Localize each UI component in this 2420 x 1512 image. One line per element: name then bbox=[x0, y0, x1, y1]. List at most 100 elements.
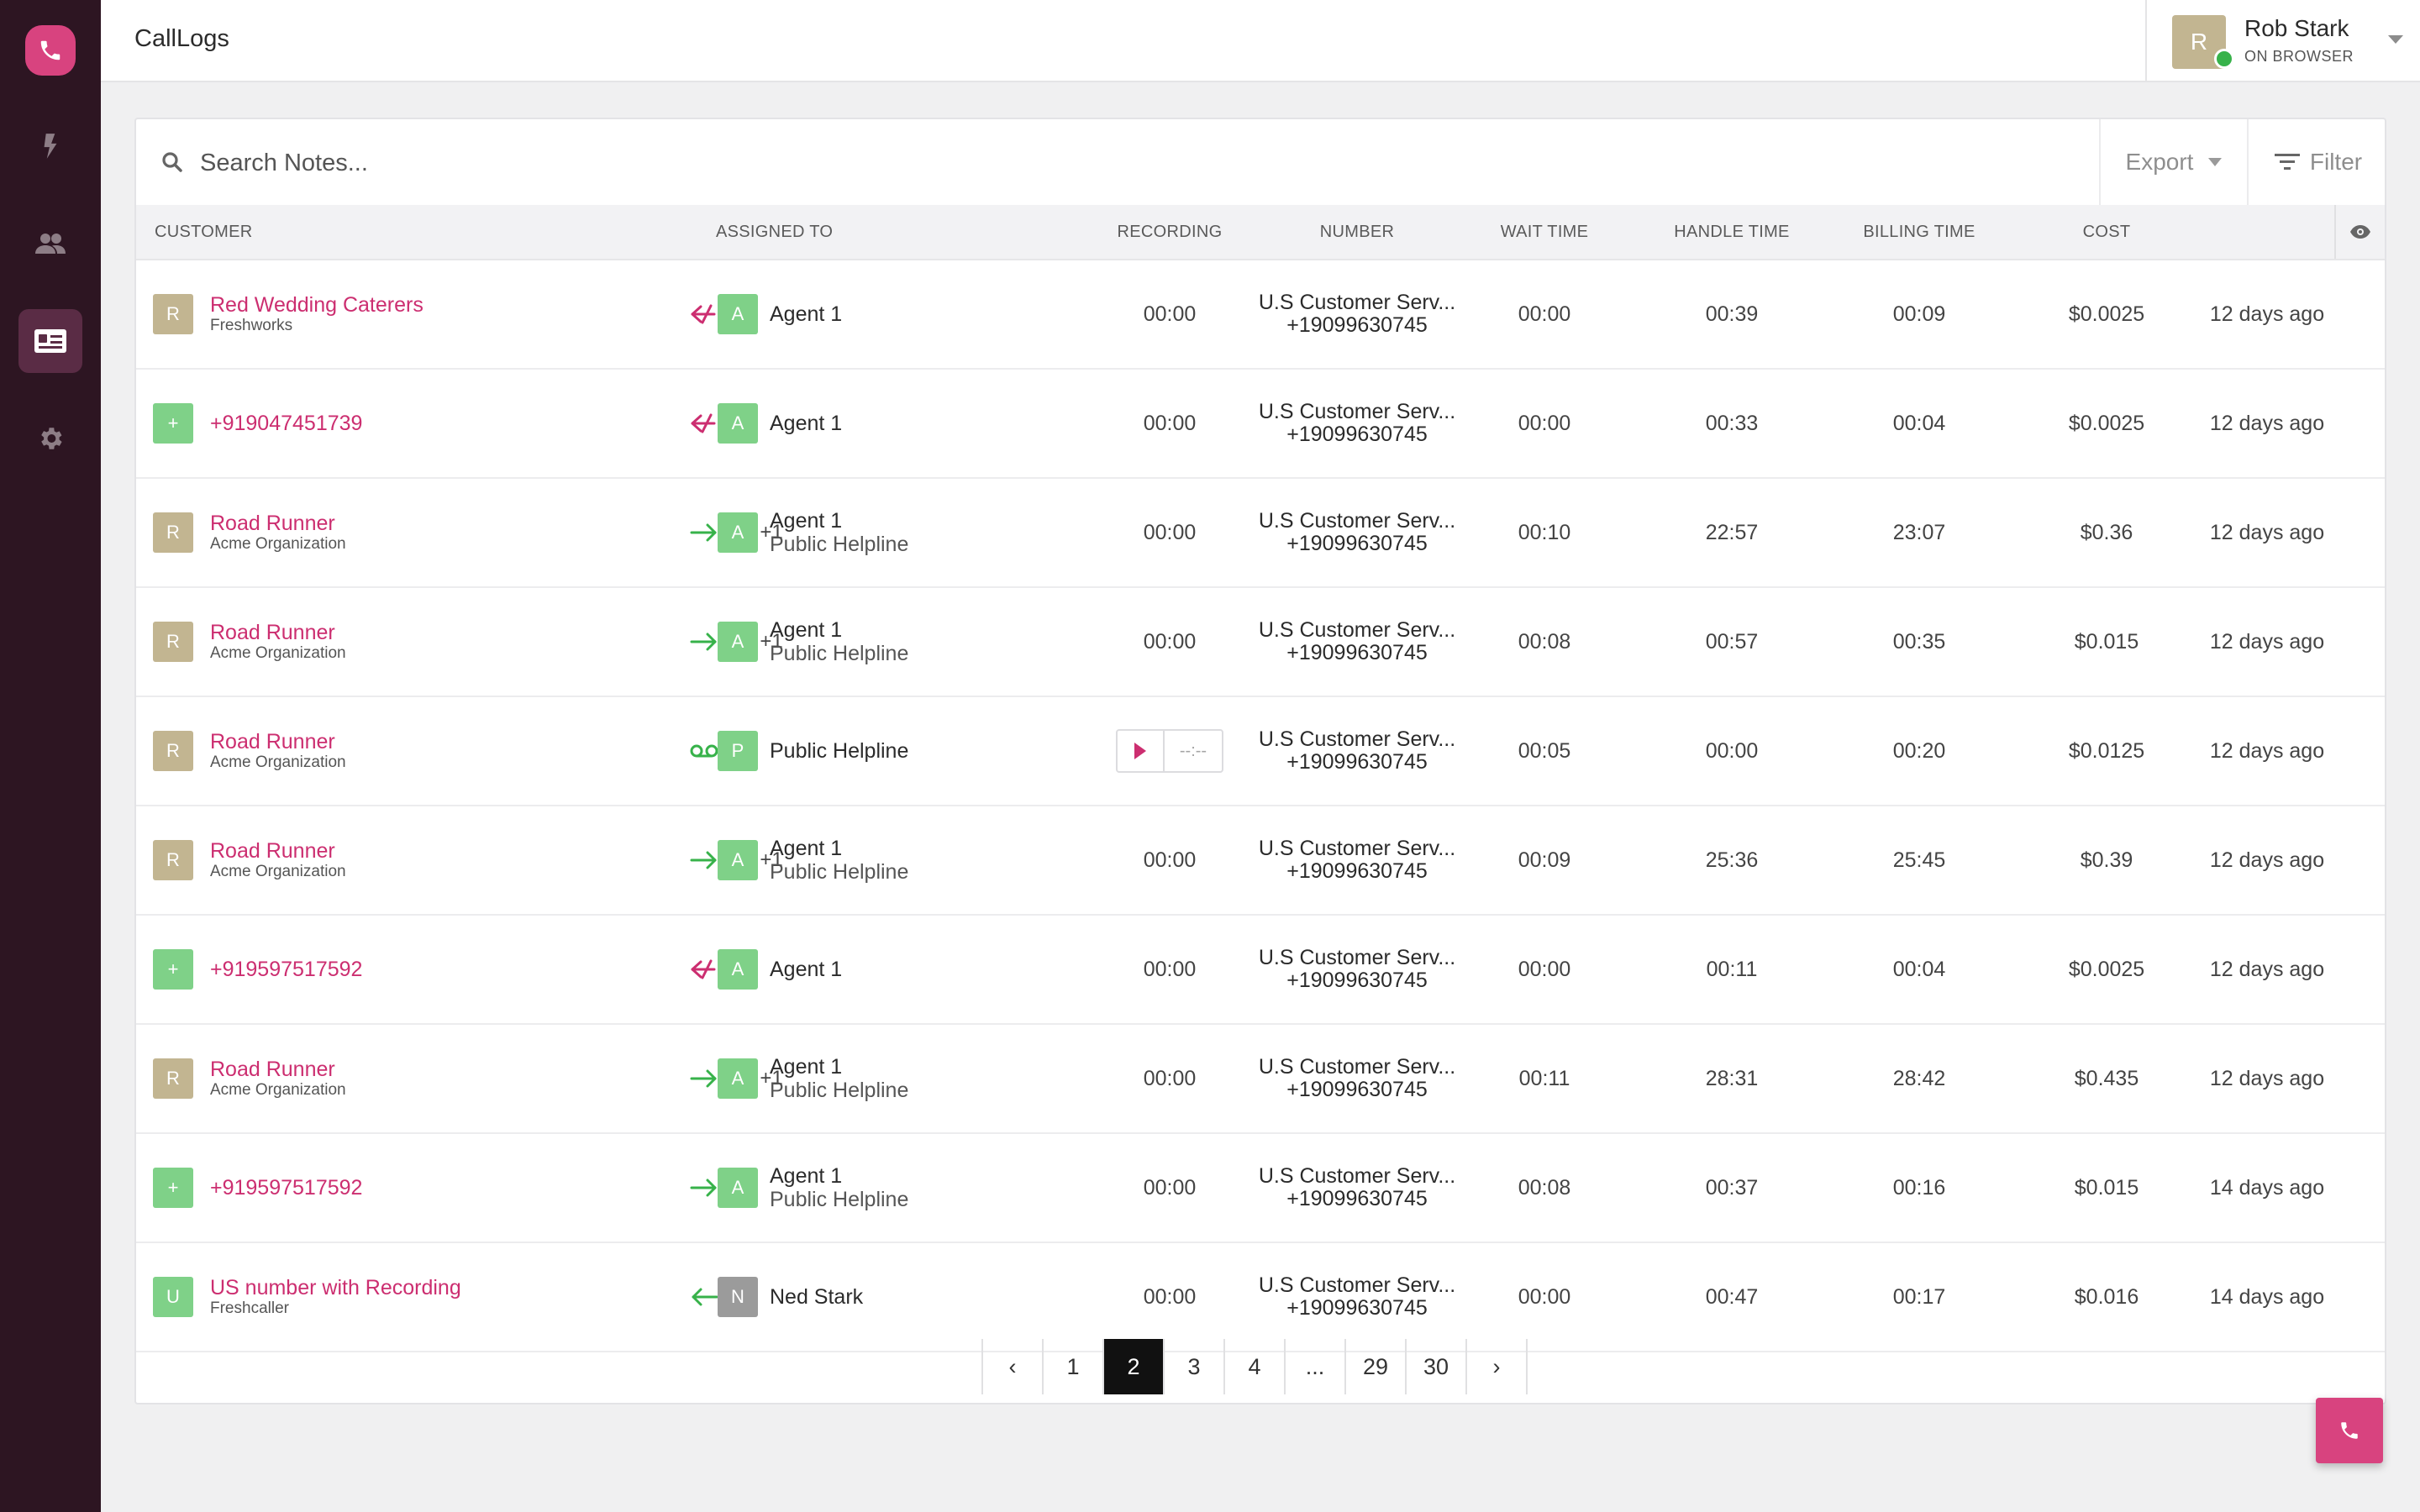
header-handle-time[interactable]: HANDLE TIME bbox=[1674, 223, 1790, 241]
customer-name-link[interactable]: Road Runner bbox=[210, 730, 335, 753]
handle-time: 25:36 bbox=[1705, 848, 1759, 872]
number-cell: U.S Customer Serv... +19099630745 bbox=[1259, 947, 1455, 992]
outgoing-call-icon bbox=[689, 479, 719, 586]
customer-cell: + +919047451739 bbox=[153, 370, 362, 477]
recording-duration: 00:00 bbox=[1143, 629, 1197, 654]
agent-name: Agent 1 bbox=[770, 509, 843, 533]
extra-participants: +1 bbox=[760, 630, 783, 653]
dialer-button[interactable] bbox=[2316, 1398, 2383, 1463]
handle-time: 00:47 bbox=[1705, 1284, 1759, 1309]
agent-name: Ned Stark bbox=[770, 1285, 864, 1309]
phone-icon bbox=[2341, 1422, 2358, 1439]
table-row[interactable]: R Red Wedding Caterers Freshworks A Agent 1 0… bbox=[136, 260, 2385, 370]
phone-logo-icon[interactable] bbox=[25, 25, 76, 76]
play-icon[interactable] bbox=[1118, 731, 1165, 771]
recording-duration: 00:00 bbox=[1143, 1175, 1197, 1200]
agent-name: Agent 1 bbox=[770, 1055, 843, 1079]
customer-cell: U US number with Recording Freshcaller bbox=[153, 1243, 461, 1351]
page-button[interactable]: 29 bbox=[1346, 1339, 1407, 1394]
table-row[interactable]: U US number with Recording Freshcaller N Ned… bbox=[136, 1243, 2385, 1352]
wait-time: 00:00 bbox=[1518, 411, 1571, 435]
search-input[interactable] bbox=[198, 139, 1546, 186]
customer-avatar: R bbox=[153, 840, 193, 880]
handle-time: 22:57 bbox=[1705, 520, 1759, 544]
column-visibility-button[interactable] bbox=[2334, 205, 2385, 259]
recording-player[interactable]: --:-- bbox=[1116, 729, 1223, 773]
handle-time: 28:31 bbox=[1705, 1066, 1759, 1090]
number-cell: U.S Customer Serv... +19099630745 bbox=[1259, 837, 1455, 883]
customer-name-link[interactable]: +919597517592 bbox=[210, 958, 363, 981]
customer-name-link[interactable]: Road Runner bbox=[210, 512, 335, 535]
billing-time: 25:45 bbox=[1892, 848, 1946, 872]
call-time-ago: 12 days ago bbox=[2209, 629, 2325, 654]
customer-avatar: R bbox=[153, 1058, 193, 1099]
user-menu[interactable]: R Rob Stark ON BROWSER bbox=[2145, 0, 2420, 81]
header-billing-time[interactable]: BILLING TIME bbox=[1863, 223, 1975, 241]
contacts-icon[interactable] bbox=[18, 212, 82, 276]
chevron-down-icon[interactable] bbox=[2388, 35, 2403, 44]
header-cost[interactable]: COST bbox=[2082, 223, 2131, 241]
recording-duration: 00:00 bbox=[1143, 411, 1197, 435]
customer-name-link[interactable]: Red Wedding Caterers bbox=[210, 293, 424, 317]
eye-icon bbox=[2350, 225, 2370, 239]
extra-participants: +1 bbox=[760, 1067, 783, 1089]
table-row[interactable]: + +919597517592 A Agent 1 Public Helpline 00:… bbox=[136, 1134, 2385, 1243]
export-button[interactable]: Export bbox=[2099, 119, 2247, 205]
call-log-rows: R Red Wedding Caterers Freshworks A Agent 1 0… bbox=[136, 260, 2385, 1352]
customer-org: Freshworks bbox=[210, 317, 293, 334]
online-status-dot bbox=[2214, 49, 2234, 69]
call-logs-icon[interactable] bbox=[18, 309, 82, 373]
agent-team: Public Helpline bbox=[770, 642, 909, 665]
handle-time: 00:33 bbox=[1705, 411, 1759, 435]
settings-icon[interactable] bbox=[18, 407, 82, 470]
outgoing-call-icon bbox=[689, 1025, 719, 1132]
table-row[interactable]: + +919597517592 A Agent 1 00:00 U.S Customer … bbox=[136, 916, 2385, 1025]
prev-page-button[interactable]: ‹ bbox=[983, 1339, 1044, 1394]
header-wait-time[interactable]: WAIT TIME bbox=[1500, 223, 1589, 241]
page-button[interactable]: 4 bbox=[1225, 1339, 1286, 1394]
header-customer[interactable]: CUSTOMER bbox=[155, 223, 253, 241]
customer-avatar: + bbox=[153, 949, 193, 990]
call-cost: $0.0025 bbox=[2068, 411, 2145, 435]
flash-icon[interactable] bbox=[18, 114, 82, 178]
customer-name-link[interactable]: +919047451739 bbox=[210, 412, 363, 435]
header-number[interactable]: NUMBER bbox=[1319, 223, 1395, 241]
customer-name-link[interactable]: Road Runner bbox=[210, 621, 335, 644]
assigned-cell: N Ned Stark bbox=[718, 1243, 863, 1351]
billing-time: 28:42 bbox=[1892, 1066, 1946, 1090]
page-button[interactable]: 3 bbox=[1165, 1339, 1225, 1394]
page-button[interactable]: 1 bbox=[1044, 1339, 1104, 1394]
customer-name-link[interactable]: Road Runner bbox=[210, 839, 335, 863]
call-time-ago: 14 days ago bbox=[2209, 1175, 2325, 1200]
table-row[interactable]: + +919047451739 A Agent 1 00:00 U.S Customer … bbox=[136, 370, 2385, 479]
call-logs-card: Export Filter CUSTOMER ASSIGNED TO RECOR… bbox=[134, 118, 2386, 1404]
voicemail-icon bbox=[689, 697, 719, 805]
customer-name-link[interactable]: US number with Recording bbox=[210, 1276, 461, 1299]
call-cost: $0.0125 bbox=[2068, 738, 2145, 763]
page-ellipsis[interactable]: ... bbox=[1286, 1339, 1346, 1394]
agent-avatar: A bbox=[718, 403, 758, 444]
call-time-ago: 12 days ago bbox=[2209, 411, 2325, 435]
table-row[interactable]: R Road Runner Acme Organization P Public Hel… bbox=[136, 697, 2385, 806]
header-recording[interactable]: RECORDING bbox=[1117, 223, 1223, 241]
number-name: U.S Customer Serv... bbox=[1258, 1055, 1456, 1079]
recording-duration: 00:00 bbox=[1143, 1066, 1197, 1090]
agent-avatar: P bbox=[718, 731, 758, 771]
next-page-button[interactable]: › bbox=[1467, 1339, 1528, 1394]
agent-name: Agent 1 bbox=[770, 302, 843, 326]
user-name: Rob Stark bbox=[2244, 15, 2349, 41]
customer-name-link[interactable]: Road Runner bbox=[210, 1058, 335, 1081]
page-button[interactable]: 2 bbox=[1104, 1339, 1165, 1394]
customer-name-link[interactable]: +919597517592 bbox=[210, 1176, 363, 1200]
agent-team: Public Helpline bbox=[770, 1079, 909, 1102]
number-cell: U.S Customer Serv... +19099630745 bbox=[1259, 1165, 1455, 1210]
page-button[interactable]: 30 bbox=[1407, 1339, 1467, 1394]
assigned-cell: A Agent 1 Public Helpline bbox=[718, 806, 908, 914]
filter-button[interactable]: Filter bbox=[2247, 119, 2385, 205]
header-assigned-to[interactable]: ASSIGNED TO bbox=[716, 223, 834, 241]
agent-avatar: A bbox=[718, 1168, 758, 1208]
